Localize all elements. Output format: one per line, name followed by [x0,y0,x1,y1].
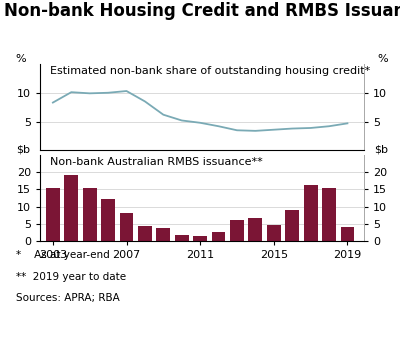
Bar [322,189,336,241]
Text: %: % [16,54,26,64]
Bar [120,213,134,241]
Bar [46,189,60,241]
Bar [230,220,244,241]
Bar [193,236,207,241]
Text: Estimated non-bank share of outstanding housing credit*: Estimated non-bank share of outstanding … [50,66,370,76]
Bar [212,232,226,241]
Bar [304,185,318,241]
Text: Non-bank Housing Credit and RMBS Issuance: Non-bank Housing Credit and RMBS Issuanc… [4,2,400,20]
Text: $b: $b [16,145,30,155]
Bar [285,209,299,241]
Bar [267,225,281,241]
Bar [248,218,262,241]
Text: Sources: APRA; RBA: Sources: APRA; RBA [16,293,120,303]
Text: **  2019 year to date: ** 2019 year to date [16,272,126,282]
Text: Non-bank Australian RMBS issuance**: Non-bank Australian RMBS issuance** [50,157,262,168]
Text: *    As at year-end: * As at year-end [16,250,110,260]
Bar [138,226,152,241]
Bar [340,227,354,241]
Text: $b: $b [374,145,388,155]
Bar [175,235,189,241]
Bar [64,175,78,241]
Bar [156,228,170,241]
Bar [101,200,115,241]
Text: %: % [378,54,388,64]
Bar [83,189,97,241]
